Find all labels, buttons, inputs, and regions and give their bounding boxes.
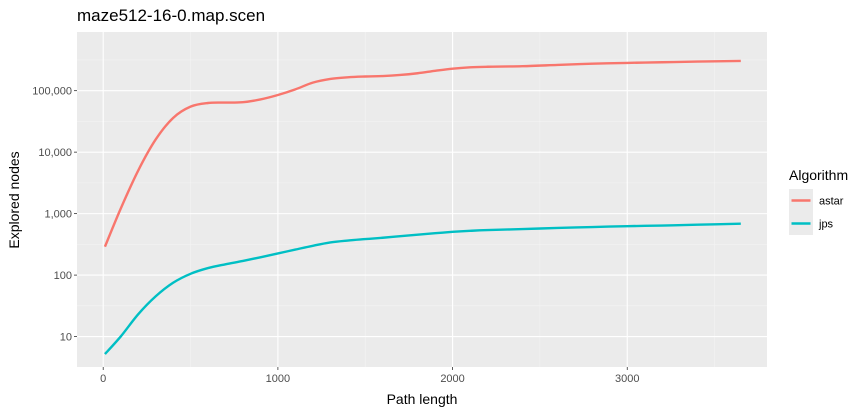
y-tick-label: 10,000 [38,147,72,159]
y-axis-ticks: 10 100 1,000 10,000 100,000 [32,86,77,344]
legend-title: Algorithm [789,167,848,183]
legend-item-jps: jps [789,212,834,235]
legend: Algorithm astar jps [789,167,848,235]
series-line-astar [103,59,741,248]
y-tick-label: 100 [54,270,72,282]
series-line-jps [104,222,741,355]
y-tick-label: 1,000 [44,209,72,221]
minor-gridlines [77,32,767,367]
legend-item-astar: astar [789,189,844,212]
y-tick-label: 10 [60,332,72,344]
x-axis-ticks: 0 1000 2000 3000 [100,367,639,385]
x-tick-label: 2000 [440,373,464,385]
series-lines [103,59,741,355]
x-tick-label: 3000 [615,373,639,385]
y-axis-title: Explored nodes [6,151,22,248]
legend-label: astar [819,196,844,208]
chart-title: maze512-16-0.map.scen [77,6,265,25]
plot-panel [77,32,767,367]
y-tick-label: 100,000 [32,86,72,98]
major-gridlines [77,32,767,367]
x-axis-title: Path length [387,391,458,407]
x-tick-label: 0 [100,373,106,385]
legend-label: jps [818,219,834,231]
x-tick-label: 1000 [266,373,290,385]
